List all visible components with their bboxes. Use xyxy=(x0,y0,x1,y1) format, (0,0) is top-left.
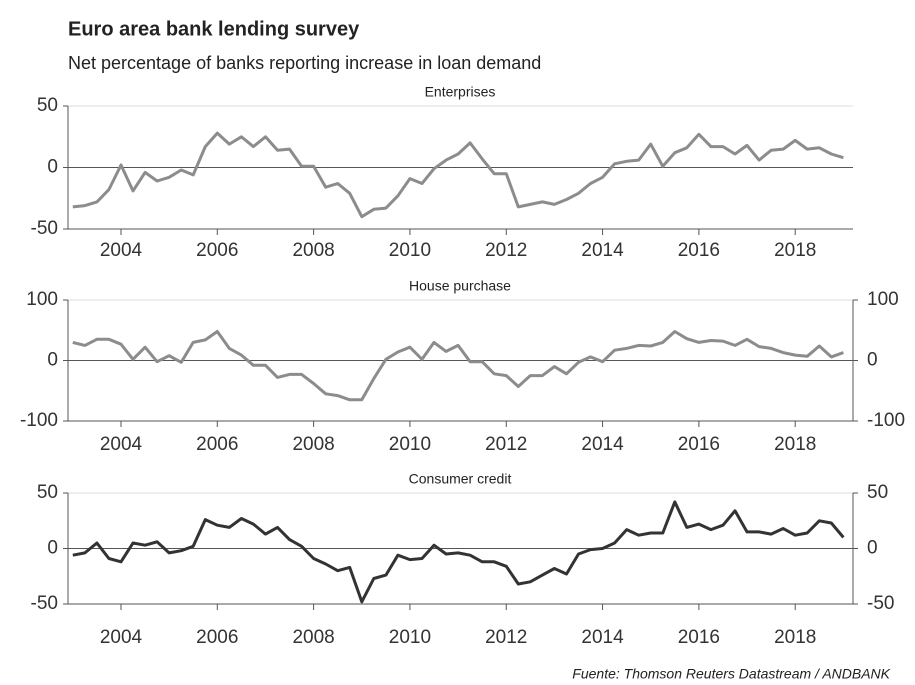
x-tick-label: 2016 xyxy=(678,627,720,648)
x-tick-label: 2014 xyxy=(581,240,624,261)
data-line xyxy=(72,131,844,219)
x-tick-label: 2010 xyxy=(389,434,431,455)
x-tick-label: 2006 xyxy=(196,434,238,455)
y2-tick-label: 0 xyxy=(867,538,878,559)
x-tick-label: 2012 xyxy=(485,434,527,455)
x-tick-label: 2010 xyxy=(389,240,431,261)
x-tick-label: 2014 xyxy=(581,434,624,455)
x-tick-label: 2006 xyxy=(196,627,238,648)
x-tick-label: 2018 xyxy=(774,434,816,455)
x-tick-label: 2010 xyxy=(389,627,431,648)
panel-title: Consumer credit xyxy=(409,471,512,487)
y-tick-label: 0 xyxy=(47,157,58,178)
data-line xyxy=(72,330,844,402)
data-line xyxy=(72,500,845,604)
y2-tick-label: 100 xyxy=(867,289,899,310)
chart-title: Euro area bank lending survey xyxy=(68,18,360,40)
x-tick-label: 2008 xyxy=(292,434,334,455)
x-tick-label: 2014 xyxy=(581,627,624,648)
x-tick-label: 2016 xyxy=(678,240,720,261)
x-tick-label: 2004 xyxy=(100,240,143,261)
y-tick-label: 50 xyxy=(37,482,58,503)
y-tick-label: -50 xyxy=(31,593,58,614)
y-tick-label: -100 xyxy=(20,410,58,431)
x-tick-label: 2018 xyxy=(774,627,816,648)
y-tick-label: 0 xyxy=(47,350,58,371)
x-tick-label: 2004 xyxy=(100,434,143,455)
chart-subtitle: Net percentage of banks reporting increa… xyxy=(68,53,541,73)
x-tick-label: 2008 xyxy=(292,627,334,648)
y-tick-label: -50 xyxy=(31,218,58,239)
y-tick-label: 50 xyxy=(37,95,58,116)
y2-tick-label: 0 xyxy=(867,350,878,371)
x-tick-label: 2012 xyxy=(485,627,527,648)
panel-title: Enterprises xyxy=(425,84,496,100)
panel-title: House purchase xyxy=(409,278,511,294)
y-tick-label: 0 xyxy=(47,538,58,559)
x-tick-label: 2012 xyxy=(485,240,527,261)
x-tick-label: 2006 xyxy=(196,240,238,261)
x-tick-label: 2018 xyxy=(774,240,816,261)
y2-tick-label: 50 xyxy=(867,482,888,503)
y2-tick-label: -100 xyxy=(867,410,905,431)
x-tick-label: 2008 xyxy=(292,240,334,261)
x-tick-label: 2016 xyxy=(678,434,720,455)
y-tick-label: 100 xyxy=(26,289,58,310)
x-tick-label: 2004 xyxy=(100,627,143,648)
source: Fuente: Thomson Reuters Datastream / AND… xyxy=(572,666,890,682)
y2-tick-label: -50 xyxy=(867,593,894,614)
